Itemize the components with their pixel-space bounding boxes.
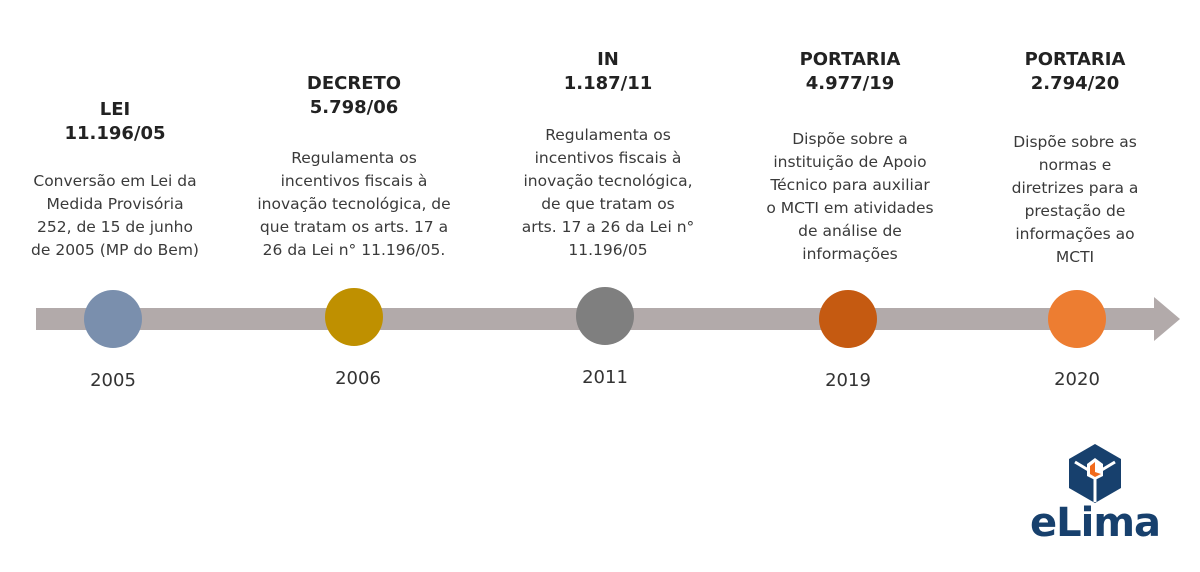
event-year-2005: 2005 [90, 370, 136, 391]
cube-logo-icon [1069, 444, 1121, 503]
event-title-in: IN 1.187/11 [563, 49, 653, 94]
event-year-2006: 2006 [335, 368, 381, 389]
event-marker-2011 [576, 287, 634, 345]
event-marker-2006 [325, 288, 383, 346]
event-marker-2020 [1048, 290, 1106, 348]
timeline-arrowhead [1154, 297, 1180, 341]
event-marker-2019 [819, 290, 877, 348]
event-year-2011: 2011 [582, 367, 628, 388]
event-description-in: Regulamenta os incentivos fiscais à inov… [521, 126, 695, 259]
event-title-portaria-2019: PORTARIA 4.977/19 [799, 49, 901, 94]
logo-text: eLima [1020, 500, 1170, 546]
event-title-portaria-2020: PORTARIA 2.794/20 [1024, 49, 1126, 94]
event-description-portaria-2020: Dispõe sobre as normas e diretrizes para… [1011, 133, 1139, 266]
event-year-2019: 2019 [825, 370, 871, 391]
logo-wordmark: eLima [1030, 500, 1161, 546]
event-description-portaria-2019: Dispõe sobre a instituição de Apoio Técn… [766, 130, 934, 263]
event-year-2020: 2020 [1054, 369, 1100, 390]
event-title-lei: LEI 11.196/05 [64, 99, 166, 144]
event-description-lei: Conversão em Lei da Medida Provisória 25… [31, 172, 199, 259]
event-description-decreto: Regulamenta os incentivos fiscais à inov… [257, 149, 451, 259]
elima-logo: eLima [1020, 440, 1170, 550]
event-marker-2005 [84, 290, 142, 348]
event-title-decreto: DECRETO 5.798/06 [306, 73, 402, 118]
